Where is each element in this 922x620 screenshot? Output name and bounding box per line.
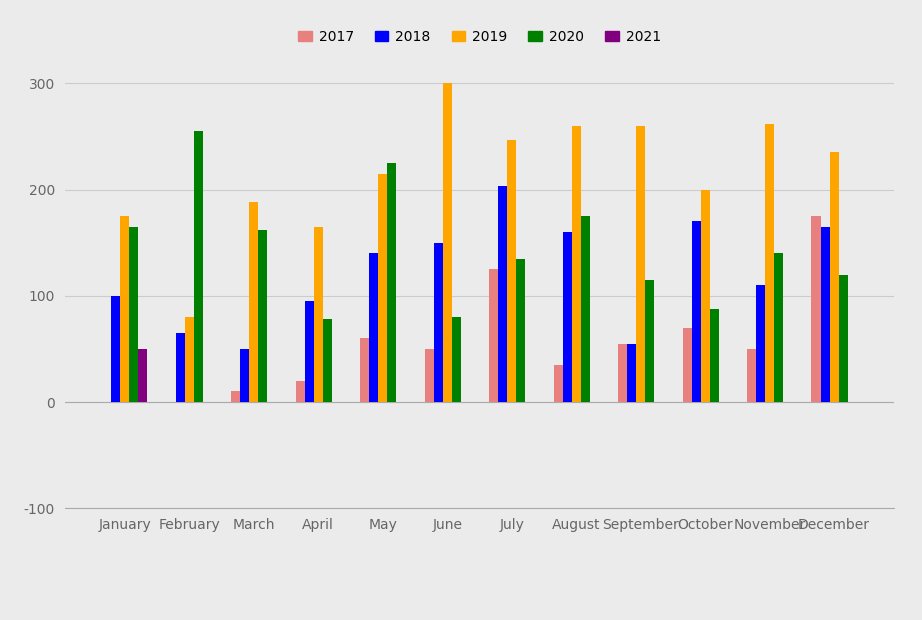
Bar [304, 301, 313, 402]
Bar [369, 254, 378, 402]
Bar [839, 275, 847, 402]
Bar [581, 216, 590, 402]
Bar [425, 349, 433, 402]
Bar [129, 227, 138, 402]
Bar [120, 216, 129, 402]
Bar [821, 227, 830, 402]
Bar [313, 227, 323, 402]
Bar [811, 216, 821, 402]
Bar [572, 126, 581, 402]
Bar [138, 349, 148, 402]
Bar [562, 232, 572, 402]
Bar [184, 317, 194, 402]
Bar [489, 269, 498, 402]
Bar [443, 83, 452, 402]
Bar [507, 140, 516, 402]
Bar [618, 343, 627, 402]
Bar [176, 333, 184, 402]
Bar [636, 126, 645, 402]
Bar [627, 343, 636, 402]
Bar [692, 221, 701, 402]
Bar [296, 381, 304, 402]
Bar [194, 131, 203, 402]
Bar [830, 153, 839, 402]
Bar [249, 202, 258, 402]
Bar [682, 328, 692, 402]
Bar [516, 259, 526, 402]
Bar [378, 174, 387, 402]
Bar [645, 280, 655, 402]
Bar [498, 187, 507, 402]
Bar [231, 391, 241, 402]
Bar [701, 190, 710, 402]
Bar [112, 296, 120, 402]
Bar [241, 349, 249, 402]
Bar [433, 242, 443, 402]
Bar [387, 163, 396, 402]
Bar [323, 319, 332, 402]
Bar [774, 254, 783, 402]
Bar [747, 349, 756, 402]
Legend: 2017, 2018, 2019, 2020, 2021: 2017, 2018, 2019, 2020, 2021 [292, 24, 667, 50]
Bar [361, 339, 369, 402]
Bar [765, 123, 774, 402]
Bar [452, 317, 461, 402]
Bar [258, 230, 267, 402]
Bar [756, 285, 765, 402]
Bar [710, 309, 718, 402]
Bar [553, 365, 562, 402]
